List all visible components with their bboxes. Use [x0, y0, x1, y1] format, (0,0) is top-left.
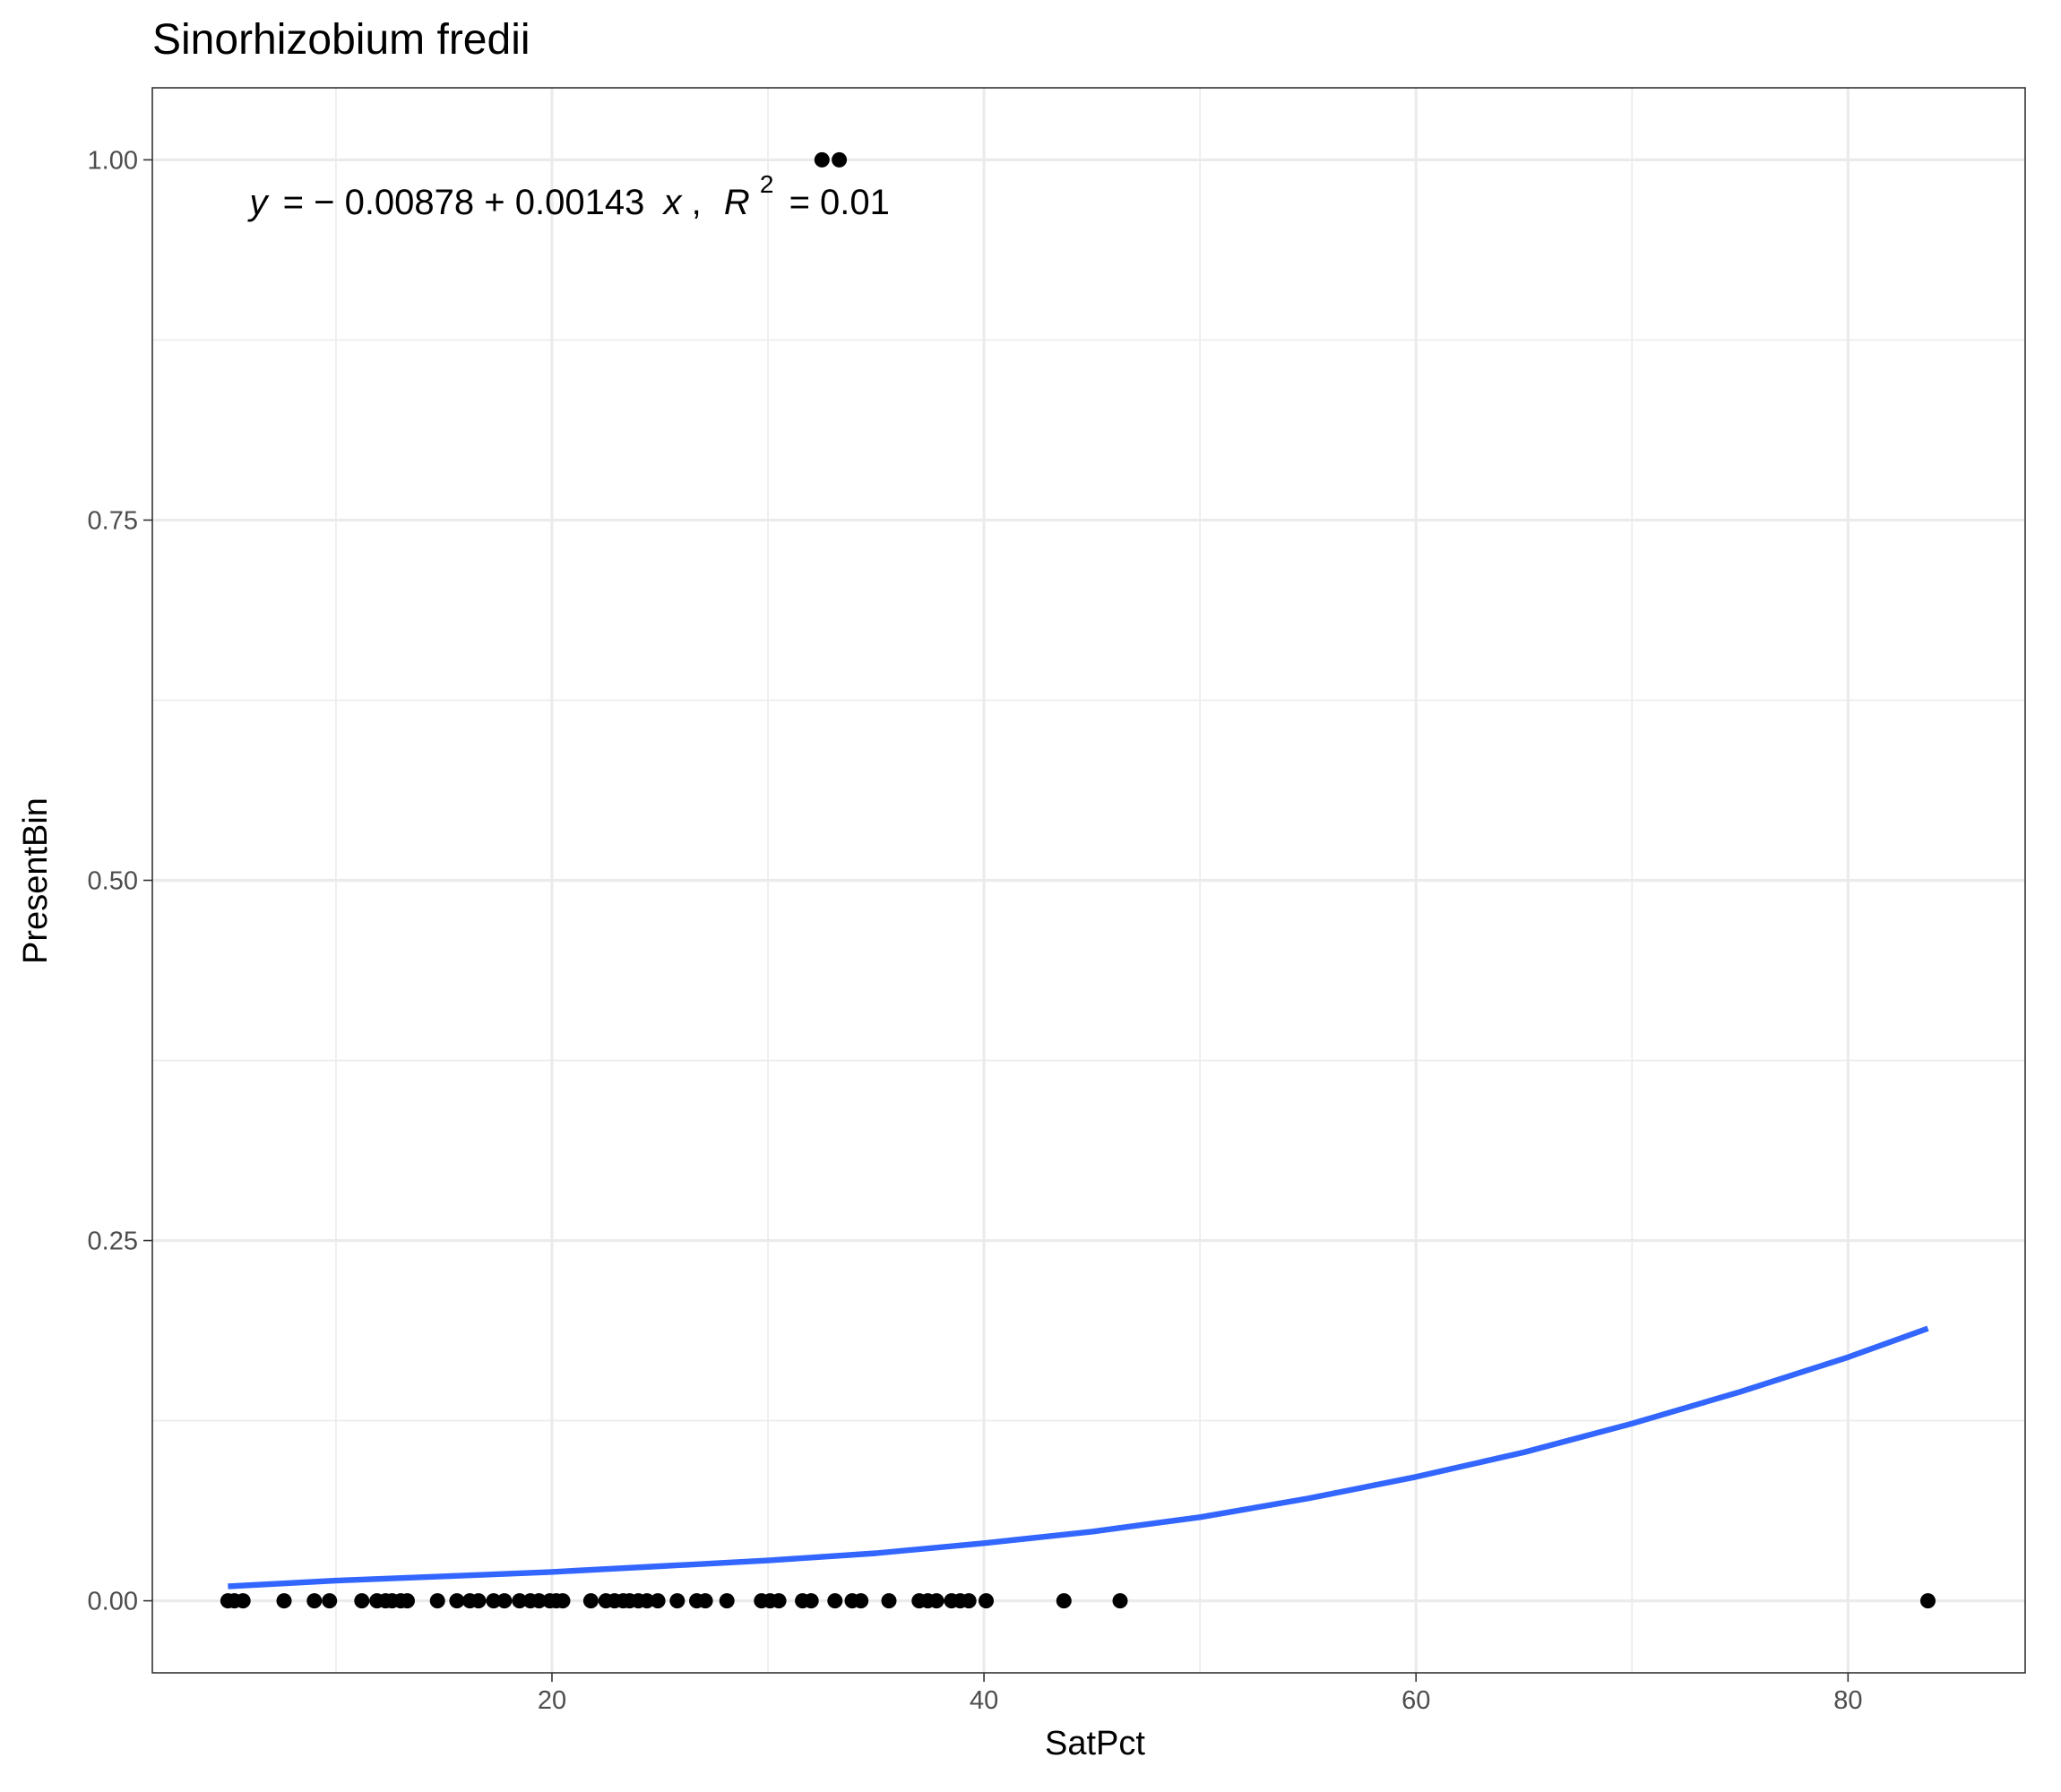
r-squared-symbol: R — [724, 183, 750, 222]
data-point — [881, 1593, 897, 1609]
data-point — [697, 1593, 713, 1609]
y-tick-label: 0.25 — [88, 1228, 138, 1256]
data-point — [306, 1593, 323, 1609]
y-tick-label: 0.50 — [88, 867, 138, 896]
data-point — [853, 1593, 869, 1609]
data-point — [803, 1593, 819, 1609]
data-point — [771, 1593, 787, 1609]
data-point — [719, 1593, 735, 1609]
grid-major — [152, 88, 2025, 1673]
data-point — [276, 1593, 292, 1609]
data-point — [555, 1593, 571, 1609]
points-layer — [220, 151, 1936, 1609]
data-point — [1112, 1593, 1128, 1609]
data-point — [496, 1593, 513, 1609]
data-point — [1056, 1593, 1072, 1609]
y-tick-label: 0.75 — [88, 506, 138, 535]
y-tick-label: 0.00 — [88, 1588, 138, 1616]
data-point — [650, 1593, 666, 1609]
fit-curve — [228, 1325, 1929, 1590]
r-squared-value: = 0.01 — [789, 183, 890, 222]
grid-minor — [152, 88, 2025, 1673]
fit-layer — [228, 1325, 1929, 1590]
x-axis-title: SatPct — [1045, 1725, 1145, 1762]
data-point — [470, 1593, 487, 1609]
data-point — [512, 1593, 528, 1609]
x-tick-label: 60 — [1401, 1686, 1430, 1715]
data-point — [531, 1593, 547, 1609]
data-point — [814, 151, 830, 168]
data-point — [429, 1593, 445, 1609]
y-tick-label: 1.00 — [88, 146, 138, 175]
data-point — [979, 1593, 994, 1609]
regression-equation: y = − 0.00878 + 0.00143 x , R 2 = 0.01 — [247, 161, 890, 222]
data-point — [827, 1593, 843, 1609]
equation-separator: , — [692, 183, 702, 222]
x-tick-label: 80 — [1833, 1686, 1862, 1715]
annotation-layer: y = − 0.00878 + 0.00143 x , R 2 = 0.01 — [247, 161, 890, 222]
x-axis: 20 40 60 80 — [538, 1673, 1862, 1715]
data-point — [235, 1593, 251, 1609]
data-point — [486, 1593, 502, 1609]
equation-x-symbol: x — [661, 183, 683, 222]
data-point — [400, 1593, 415, 1609]
data-point — [639, 1593, 655, 1609]
data-point — [1920, 1593, 1936, 1609]
data-point — [449, 1593, 465, 1609]
equation-y-symbol: y — [247, 183, 271, 222]
data-point — [832, 151, 848, 168]
data-point — [322, 1593, 338, 1609]
data-point — [961, 1593, 977, 1609]
data-point — [928, 1593, 944, 1609]
y-axis: 0.00 0.25 0.50 0.75 1.00 — [88, 146, 152, 1616]
chart-title: Sinorhizobium fredii — [152, 16, 530, 64]
data-point — [669, 1593, 686, 1609]
x-tick-label: 20 — [538, 1686, 566, 1715]
equation-rhs: = − 0.00878 + 0.00143 — [283, 183, 645, 222]
r-squared-superscript: 2 — [760, 170, 774, 198]
data-point — [582, 1593, 599, 1609]
data-point — [354, 1593, 370, 1609]
x-tick-label: 40 — [970, 1686, 998, 1715]
y-axis-title: PresentBin — [17, 797, 55, 964]
